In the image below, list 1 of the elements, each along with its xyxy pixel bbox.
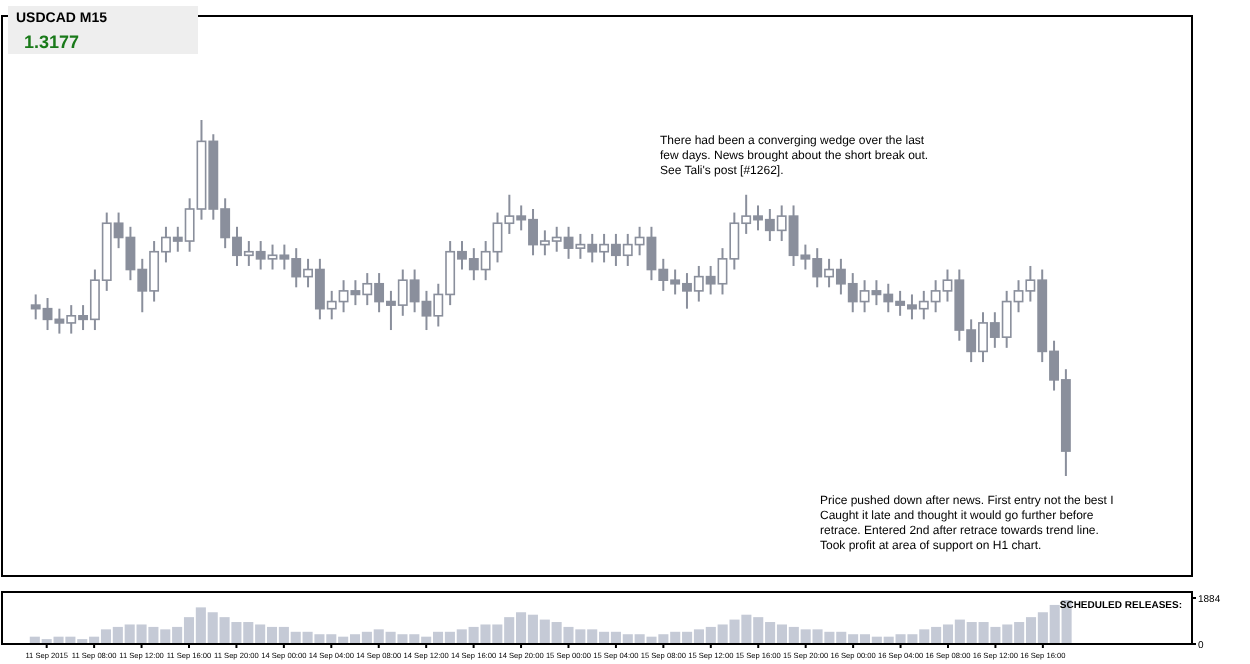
text: 1.3177 <box>24 32 80 52</box>
